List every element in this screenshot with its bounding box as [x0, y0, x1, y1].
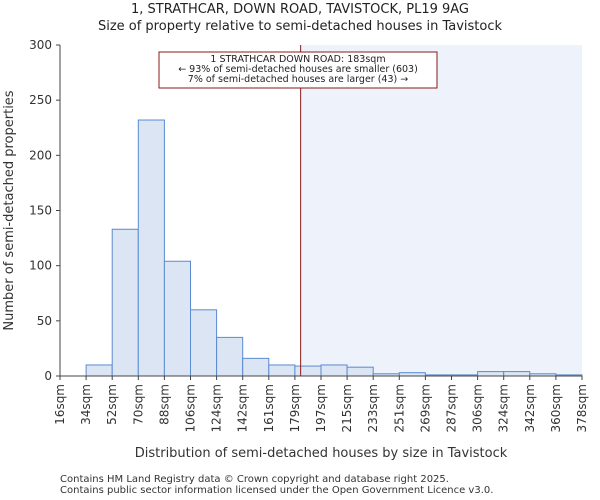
x-axis-label: Distribution of semi-detached houses by … — [135, 446, 508, 461]
chart-title: Size of property relative to semi-detach… — [97, 19, 503, 34]
y-tick-label: 50 — [37, 314, 52, 328]
x-tick-label: 16sqm — [53, 384, 67, 425]
footer-licence: Contains public sector information licen… — [60, 485, 494, 496]
bar-306sqm — [477, 371, 505, 377]
x-tick-label: 179sqm — [288, 384, 302, 432]
x-tick-label: 215sqm — [340, 384, 354, 432]
bar-324sqm — [503, 371, 531, 377]
x-tick-label: 52sqm — [105, 384, 119, 425]
chart-title-address: 1, STRATHCAR, DOWN ROAD, TAVISTOCK, PL19… — [130, 2, 470, 17]
x-tick-label: 70sqm — [131, 384, 145, 425]
bar-34sqm — [85, 364, 113, 377]
x-tick-label: 233sqm — [366, 384, 380, 432]
bar-197sqm — [320, 364, 348, 377]
annotation-line-1: 1 STRATHCAR DOWN ROAD: 183sqm — [210, 54, 385, 65]
x-tick-label: 161sqm — [262, 384, 276, 432]
y-tick-label: 150 — [29, 204, 52, 218]
bar-70sqm — [137, 119, 165, 377]
x-tick-label: 287sqm — [445, 384, 459, 432]
bar-124sqm — [216, 336, 244, 377]
bar-88sqm — [163, 260, 191, 377]
larger-properties-region — [300, 45, 582, 376]
x-tick-label: 88sqm — [157, 384, 171, 425]
x-tick-label: 360sqm — [549, 384, 563, 432]
property-annotation: 1 STRATHCAR DOWN ROAD: 183sqm ← 93% of s… — [158, 51, 438, 89]
x-tick-label: 306sqm — [471, 384, 485, 432]
x-tick-label: 251sqm — [392, 384, 406, 432]
x-tick-label: 34sqm — [79, 384, 93, 425]
y-tick-label: 200 — [29, 148, 52, 162]
x-tick-label: 124sqm — [210, 384, 224, 432]
x-tick-label: 106sqm — [184, 384, 198, 432]
y-axis-label: Number of semi-detached properties — [2, 90, 17, 330]
y-tick-label: 300 — [29, 38, 52, 52]
x-tick-label: 269sqm — [418, 384, 432, 432]
x-tick-label: 324sqm — [497, 384, 511, 432]
bar-179sqm — [294, 365, 322, 377]
x-tick-label: 378sqm — [575, 384, 589, 432]
annotation-line-2: ← 93% of semi-detached houses are smalle… — [178, 64, 418, 75]
bar-52sqm — [111, 228, 139, 377]
y-tick-label: 250 — [29, 93, 52, 107]
bar-161sqm — [268, 364, 296, 377]
footer-copyright: Contains HM Land Registry data © Crown c… — [60, 474, 449, 485]
y-tick-label: 0 — [44, 369, 52, 383]
x-tick-label: 142sqm — [236, 384, 250, 432]
annotation-box — [158, 51, 438, 89]
bar-142sqm — [242, 357, 270, 377]
bar-106sqm — [190, 309, 218, 377]
x-tick-label: 197sqm — [314, 384, 328, 432]
annotation-line-3: 7% of semi-detached houses are larger (4… — [188, 74, 408, 85]
y-tick-label: 100 — [29, 259, 52, 273]
x-tick-label: 342sqm — [523, 384, 537, 432]
bar-215sqm — [346, 366, 374, 377]
